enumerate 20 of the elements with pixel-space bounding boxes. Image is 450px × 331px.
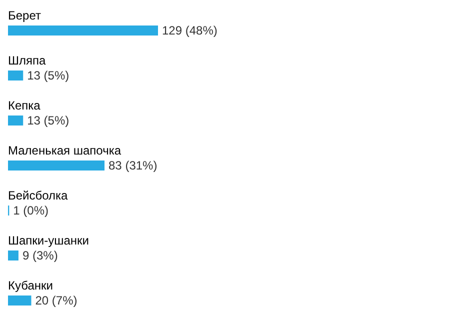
data-label: 9 (3%): [22, 248, 58, 262]
y-tick-label: Бейсболка: [8, 188, 68, 202]
data-label: 13 (5%): [27, 68, 70, 82]
bar: [8, 70, 24, 80]
data-label: 20 (7%): [35, 294, 78, 308]
bar: [8, 116, 24, 126]
y-tick-label: Берет: [8, 8, 42, 22]
y-tick-label: Шапки-ушанки: [8, 234, 89, 248]
data-label: 13 (5%): [27, 114, 70, 128]
y-tick-label: Кепка: [8, 98, 41, 112]
data-label: 129 (48%): [162, 24, 218, 38]
y-tick-label: Маленькая шапочка: [8, 144, 122, 158]
data-label: 83 (31%): [108, 158, 158, 172]
data-label: 1 (0%): [13, 204, 49, 218]
bar: [8, 296, 32, 306]
bar: [8, 250, 18, 260]
y-tick-label: Шляпа: [8, 54, 46, 68]
bar: [8, 26, 158, 36]
y-tick-label: Кубанки: [8, 278, 53, 292]
bar: [8, 160, 105, 170]
